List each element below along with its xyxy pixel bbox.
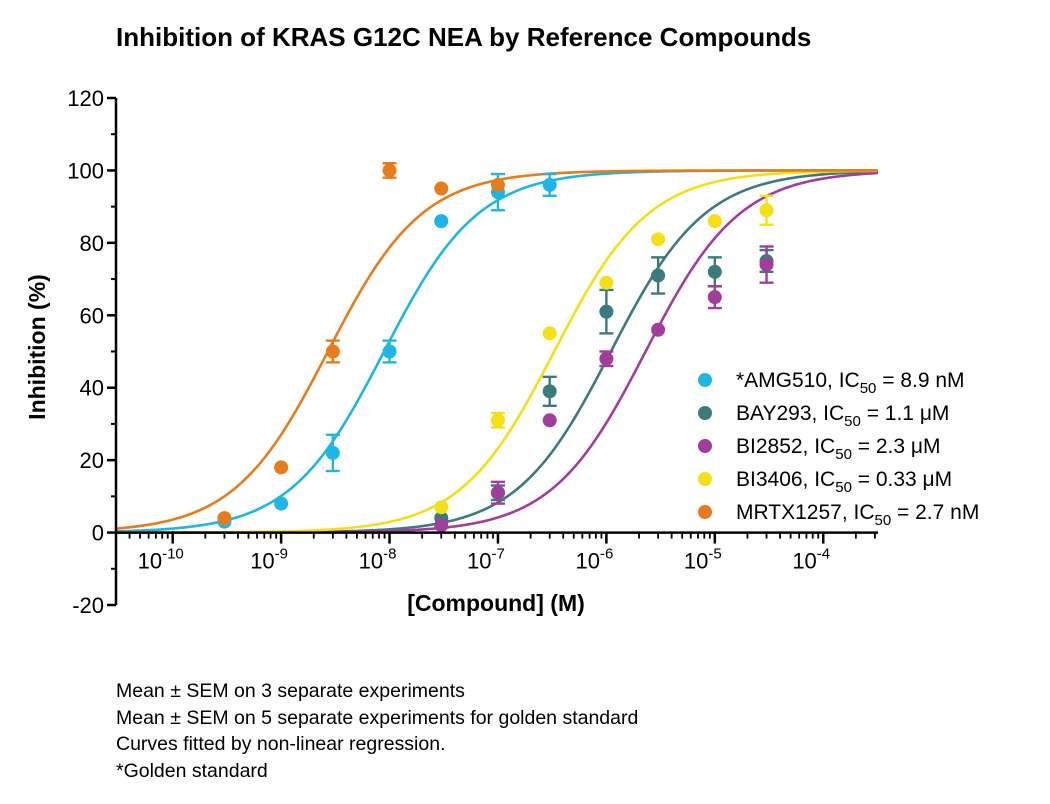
data-point (759, 203, 774, 218)
data-point (599, 275, 614, 290)
y-tick-label: 0 (92, 521, 104, 546)
chart-title: Inhibition of KRAS G12C NEA by Reference… (116, 22, 811, 52)
legend-marker (698, 439, 712, 453)
data-point (434, 214, 449, 229)
x-tick-label: 10-9 (250, 546, 288, 574)
y-tick-label: 20 (80, 448, 104, 473)
x-tick-label: 10-5 (684, 546, 722, 574)
data-point (651, 322, 666, 337)
data-point (651, 268, 666, 283)
data-point (542, 177, 557, 192)
data-points (217, 163, 774, 533)
data-point (707, 214, 722, 229)
data-point (382, 163, 397, 178)
legend-marker (698, 406, 712, 420)
x-tick-label: 10-8 (359, 546, 397, 574)
footnote-line: *Golden standard (116, 759, 268, 782)
data-point (434, 500, 449, 515)
x-tick-label: 10-7 (467, 546, 505, 574)
x-tick-label: 10-10 (138, 546, 184, 574)
footnote-line: Mean ± SEM on 3 separate experiments (116, 680, 465, 702)
chart: Inhibition of KRAS G12C NEA by Reference… (24, 22, 979, 618)
y-tick-label: 40 (80, 376, 104, 401)
data-point (274, 496, 289, 511)
legend-label: BI2852, IC50 = 2.3 μM (736, 435, 940, 463)
data-point (651, 232, 666, 247)
legend: *AMG510, IC50 = 8.9 nM BAY293, IC50 = 1.1… (698, 369, 979, 529)
data-point (707, 264, 722, 279)
data-point (759, 257, 774, 272)
legend-label: MRTX1257, IC50 = 2.7 nM (736, 501, 979, 529)
x-tick-label: 10-4 (792, 546, 830, 574)
data-point (217, 511, 232, 526)
data-point (382, 344, 397, 359)
legend-label: BI3406, IC50 = 0.33 μM (736, 468, 952, 496)
data-point (434, 518, 449, 533)
data-point (325, 344, 340, 359)
x-axis-title: [Compound] (M) (407, 590, 585, 616)
data-point (599, 351, 614, 366)
data-point (490, 485, 505, 500)
data-point (434, 181, 449, 196)
data-point (274, 460, 289, 475)
y-tick-label: 100 (67, 158, 104, 183)
footnotes: Mean ± SEM on 3 separate experiments Mea… (116, 678, 638, 784)
data-point (599, 304, 614, 319)
x-tick-label: 10-6 (575, 546, 613, 574)
legend-label: BAY293, IC50 = 1.1 μM (736, 402, 949, 430)
data-point (542, 326, 557, 341)
legend-marker (698, 505, 712, 519)
y-tick-label: 60 (80, 303, 104, 328)
legend-label: *AMG510, IC50 = 8.9 nM (736, 369, 965, 397)
footnote-line: Mean ± SEM on 5 separate experiments for… (116, 706, 639, 729)
data-point (325, 445, 340, 460)
data-point (490, 177, 505, 192)
y-tick-label: -20 (72, 593, 104, 618)
data-point (542, 384, 557, 399)
data-point (707, 290, 722, 305)
data-point (542, 413, 557, 428)
footnote-line: Curves fitted by non-linear regression. (116, 733, 446, 755)
data-point (490, 413, 505, 428)
axes: 120 100 80 60 40 20 0 -20 10-10 10-9 10-8 10-7 10-6 1… (67, 86, 878, 618)
legend-marker (698, 373, 712, 387)
legend-marker (698, 472, 712, 486)
y-axis-title: Inhibition (%) (24, 274, 50, 420)
y-tick-label: 120 (67, 86, 104, 111)
y-tick-label: 80 (80, 231, 104, 256)
